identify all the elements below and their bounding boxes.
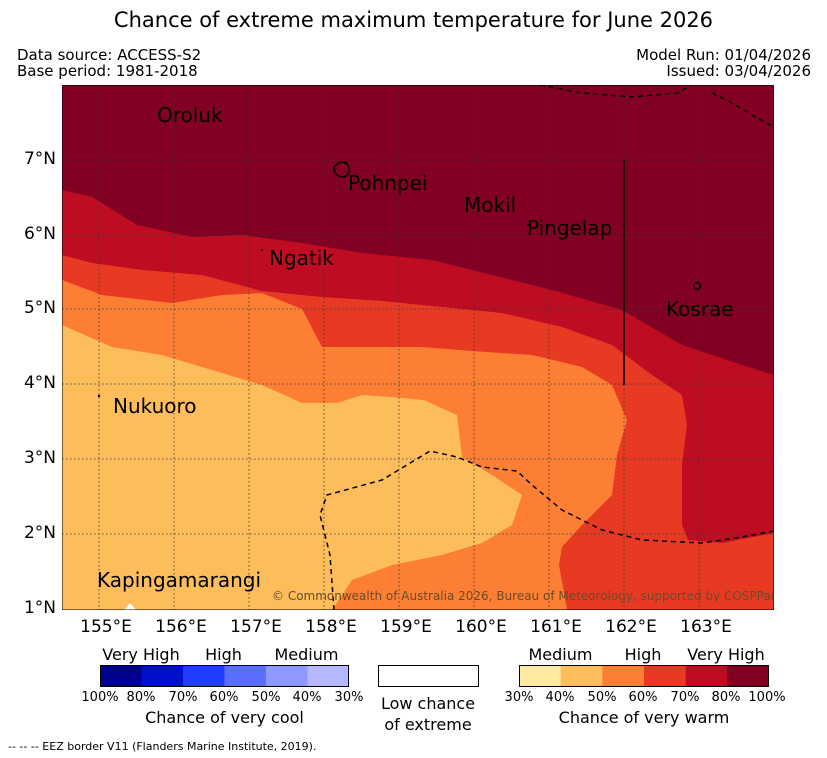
map-plot: Oroluk Pohnpei Mokil Pingelap Ngatik Kos… <box>62 85 774 610</box>
pingelap-island-marker <box>527 224 529 226</box>
cool-colorbar <box>100 665 349 687</box>
warm-tick: 50% <box>587 690 617 705</box>
x-tick-156e: 156°E <box>155 617 207 637</box>
warm-swatch <box>560 665 603 687</box>
x-tick-159e: 159°E <box>380 617 432 637</box>
warm-swatch <box>519 665 561 687</box>
warm-category-medium: Medium <box>528 645 593 664</box>
warm-tick: 70% <box>670 690 700 705</box>
cool-tick: 70% <box>168 690 198 705</box>
place-label-oroluk: Oroluk <box>157 103 223 127</box>
x-tick-160e: 160°E <box>455 617 507 637</box>
kapingamarangi-island-marker <box>124 603 136 610</box>
y-tick-4n: 4°N <box>23 373 56 393</box>
cool-swatch <box>141 665 183 687</box>
x-tick-157e: 157°E <box>230 617 282 637</box>
place-label-nukuoro: Nukuoro <box>113 394 197 418</box>
pohnpei-island-marker <box>333 161 351 178</box>
issued-date: Issued: 03/04/2026 <box>666 62 811 80</box>
kosrae-island-marker <box>692 281 702 291</box>
warm-tick: 100% <box>748 690 786 705</box>
cool-tick: 100% <box>81 690 119 705</box>
warm-tick: 30% <box>504 690 534 705</box>
warm-legend-title: Chance of very warm <box>558 708 730 727</box>
mokil-island-marker <box>466 199 468 201</box>
cool-category-medium: Medium <box>274 645 339 664</box>
y-tick-5n: 5°N <box>23 298 56 318</box>
warm-swatch <box>643 665 686 687</box>
neutral-swatch <box>378 665 479 687</box>
warm-swatch <box>727 665 769 687</box>
place-label-pingelap: Pingelap <box>527 216 612 240</box>
warm-category-very-high: Very High <box>687 645 765 664</box>
place-label-ngatik: Ngatik <box>269 246 334 270</box>
y-tick-6n: 6°N <box>23 224 56 244</box>
cool-tick: 80% <box>126 690 156 705</box>
cool-category-very-high: Very High <box>102 645 180 664</box>
warm-swatch <box>602 665 644 687</box>
band-40-50 <box>62 325 522 610</box>
map-title: Chance of extreme maximum temperature fo… <box>113 8 714 32</box>
neutral-label-line1: Low chance <box>380 694 476 713</box>
nukuoro-island-marker <box>97 394 101 398</box>
cool-swatch <box>266 665 308 687</box>
eez-borders <box>319 85 774 610</box>
cool-swatch <box>307 665 349 687</box>
cool-legend-title: Chance of very cool <box>145 708 304 727</box>
y-tick-1n: 1°N <box>23 598 56 618</box>
data-source: Data source: ACCESS-S2 <box>17 46 202 64</box>
warm-tick: 80% <box>711 690 741 705</box>
y-tick-2n: 2°N <box>23 523 56 543</box>
warm-colorbar <box>519 665 769 687</box>
cool-swatch <box>224 665 266 687</box>
place-label-kapingamarangi: Kapingamarangi <box>97 568 261 592</box>
model-run: Model Run: 01/04/2026 <box>636 46 811 64</box>
cool-category-high: High <box>205 645 242 664</box>
base-period: Base period: 1981-2018 <box>17 62 198 80</box>
cool-swatch <box>183 665 225 687</box>
x-tick-155e: 155°E <box>80 617 132 637</box>
x-tick-162e: 162°E <box>605 617 657 637</box>
cool-tick: 60% <box>209 690 239 705</box>
place-label-pohnpei: Pohnpei <box>348 171 428 195</box>
place-label-mokil: Mokil <box>464 193 516 217</box>
warm-category-high: High <box>624 645 662 664</box>
x-tick-161e: 161°E <box>530 617 582 637</box>
neutral-label-line2: of extreme <box>384 715 472 734</box>
place-label-kosrae: Kosrae <box>666 297 734 321</box>
x-tick-158e: 158°E <box>305 617 357 637</box>
copyright-notice: © Commonwealth of Australia 2026, Bureau… <box>272 589 774 603</box>
cool-tick: 50% <box>251 690 281 705</box>
warm-tick: 40% <box>545 690 575 705</box>
x-tick-163e: 163°E <box>680 617 732 637</box>
warm-swatch <box>685 665 727 687</box>
cool-swatch <box>100 665 142 687</box>
y-tick-7n: 7°N <box>23 149 56 169</box>
y-tick-3n: 3°N <box>23 448 56 468</box>
cool-tick: 40% <box>292 690 322 705</box>
warm-tick: 60% <box>628 690 658 705</box>
cool-tick: 30% <box>334 690 364 705</box>
ngatik-island-marker <box>261 249 263 251</box>
eez-footnote: -- -- -- EEZ border V11 (Flanders Marine… <box>8 740 317 753</box>
